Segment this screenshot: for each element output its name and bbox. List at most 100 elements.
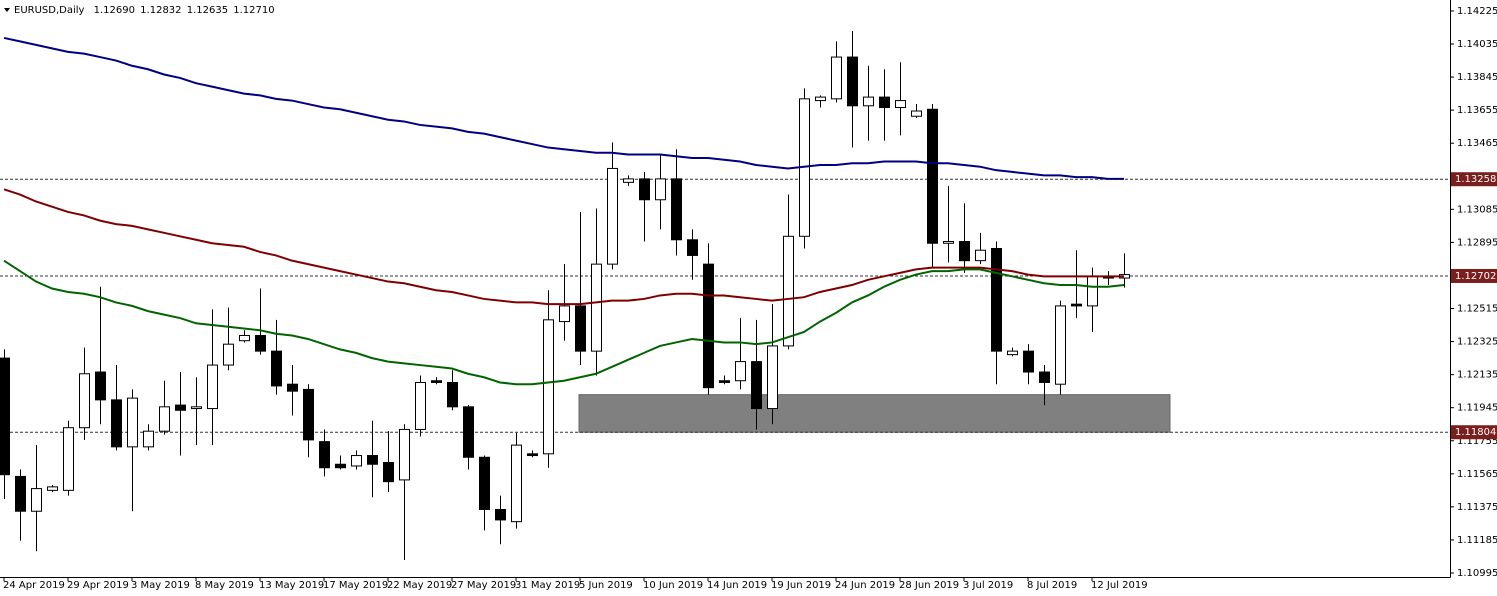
candle-body xyxy=(767,345,778,410)
candle-body xyxy=(95,371,106,401)
candle-body xyxy=(271,350,282,387)
x-tick-label: 27 May 2019 xyxy=(451,580,516,591)
candle-body xyxy=(751,361,762,410)
x-tick-label: 24 Jun 2019 xyxy=(835,580,895,591)
x-tick-label: 29 Apr 2019 xyxy=(67,580,129,591)
candle-body xyxy=(431,380,442,383)
candle-body xyxy=(1023,350,1034,373)
candle-body xyxy=(191,406,202,410)
candle-body xyxy=(735,361,746,382)
candle-body xyxy=(335,463,346,469)
candle-body xyxy=(239,334,250,342)
price-label-bg xyxy=(1451,268,1497,283)
candle-body xyxy=(111,399,122,448)
chart-header: EURUSD,Daily 1.12690 1.12832 1.12635 1.1… xyxy=(14,5,275,16)
candle-body xyxy=(0,357,10,476)
y-tick-label: 1.12135 xyxy=(1457,370,1497,381)
candle-body xyxy=(255,334,266,352)
candle-body xyxy=(815,96,826,102)
candle-body xyxy=(607,167,618,265)
y-tick-label: 1.11755 xyxy=(1457,436,1497,447)
y-tick-label: 1.12325 xyxy=(1457,337,1497,348)
y-tick-label: 1.11185 xyxy=(1457,535,1497,546)
candle-body xyxy=(975,249,986,262)
price-label-bg xyxy=(1451,172,1497,187)
y-tick-label: 1.14225 xyxy=(1457,6,1497,17)
y-tick-label: 1.12515 xyxy=(1457,304,1497,315)
candle-body xyxy=(719,380,730,383)
candle-body xyxy=(1087,275,1098,307)
moving-average xyxy=(3,259,1125,386)
candle-body xyxy=(591,263,602,352)
y-tick-label: 1.11375 xyxy=(1457,502,1497,513)
candle-body xyxy=(1007,350,1018,356)
candle-body xyxy=(383,462,394,483)
header-arrow xyxy=(4,8,10,12)
x-tick-label: 8 Jul 2019 xyxy=(1027,580,1077,591)
candle-body xyxy=(671,178,682,241)
x-tick-label: 17 May 2019 xyxy=(323,580,388,591)
candle-body xyxy=(543,319,554,455)
candle-body xyxy=(687,239,698,256)
x-tick-label: 3 Jul 2019 xyxy=(963,580,1013,591)
candle-body xyxy=(479,456,490,510)
candle-body xyxy=(399,428,410,481)
candle-body xyxy=(47,486,58,491)
price-label: 1.11804 xyxy=(1455,427,1496,438)
x-tick-label: 31 May 2019 xyxy=(515,580,580,591)
candle-body xyxy=(175,404,186,411)
candle-body xyxy=(991,247,1002,352)
candle-body xyxy=(15,475,26,512)
candle-body xyxy=(287,383,298,392)
candle-body xyxy=(1055,305,1066,385)
x-tick-label: 5 Jun 2019 xyxy=(579,580,633,591)
candle-body xyxy=(927,108,938,244)
candle-body xyxy=(1039,371,1050,383)
candle-body xyxy=(1071,303,1082,307)
price-label-bg xyxy=(1451,425,1497,440)
candle-body xyxy=(79,373,90,429)
price-label: 1.13258 xyxy=(1455,174,1496,185)
x-tick-label: 8 May 2019 xyxy=(195,580,254,591)
candle-body xyxy=(511,444,522,523)
y-tick-label: 1.13085 xyxy=(1457,204,1497,215)
candle-body xyxy=(655,178,666,201)
candle-body xyxy=(959,241,970,262)
candle-body xyxy=(703,263,714,389)
y-tick-label: 1.14035 xyxy=(1457,39,1497,50)
candle-body xyxy=(303,388,314,441)
candle-body xyxy=(495,508,506,521)
candle-body xyxy=(463,406,474,458)
y-tick-label: 1.13655 xyxy=(1457,105,1497,116)
y-tick-label: 1.13465 xyxy=(1457,138,1497,149)
candle-body xyxy=(207,364,218,410)
open-text: 1.12690 xyxy=(94,5,135,16)
x-tick-label: 10 Jun 2019 xyxy=(643,580,703,591)
moving-average xyxy=(3,188,1124,306)
candle-body xyxy=(31,488,42,512)
y-tick-label: 1.13845 xyxy=(1457,72,1497,83)
candle-body xyxy=(223,343,234,366)
x-tick-label: 19 Jun 2019 xyxy=(771,580,831,591)
x-tick-label: 3 May 2019 xyxy=(131,580,190,591)
x-tick-label: 14 Jun 2019 xyxy=(707,580,767,591)
low-text: 1.12635 xyxy=(187,5,228,16)
candle-body xyxy=(63,427,74,491)
candle-body xyxy=(783,235,794,347)
x-tick-label: 24 Apr 2019 xyxy=(3,580,65,591)
candle-body xyxy=(895,100,906,109)
candle-body xyxy=(879,96,890,109)
y-tick-label: 1.12895 xyxy=(1457,237,1497,248)
candle-body xyxy=(623,178,634,183)
candle-body xyxy=(351,455,362,467)
x-tick-label: 13 May 2019 xyxy=(259,580,324,591)
candle-body xyxy=(127,397,138,448)
x-tick-label: 12 Jul 2019 xyxy=(1091,580,1148,591)
candle-body xyxy=(559,305,570,323)
candle-body xyxy=(447,381,458,408)
candle-body xyxy=(143,430,154,448)
support-zone xyxy=(578,394,1171,433)
x-tick-label: 22 May 2019 xyxy=(387,580,452,591)
symbol: EURUSD,Daily xyxy=(14,5,85,16)
